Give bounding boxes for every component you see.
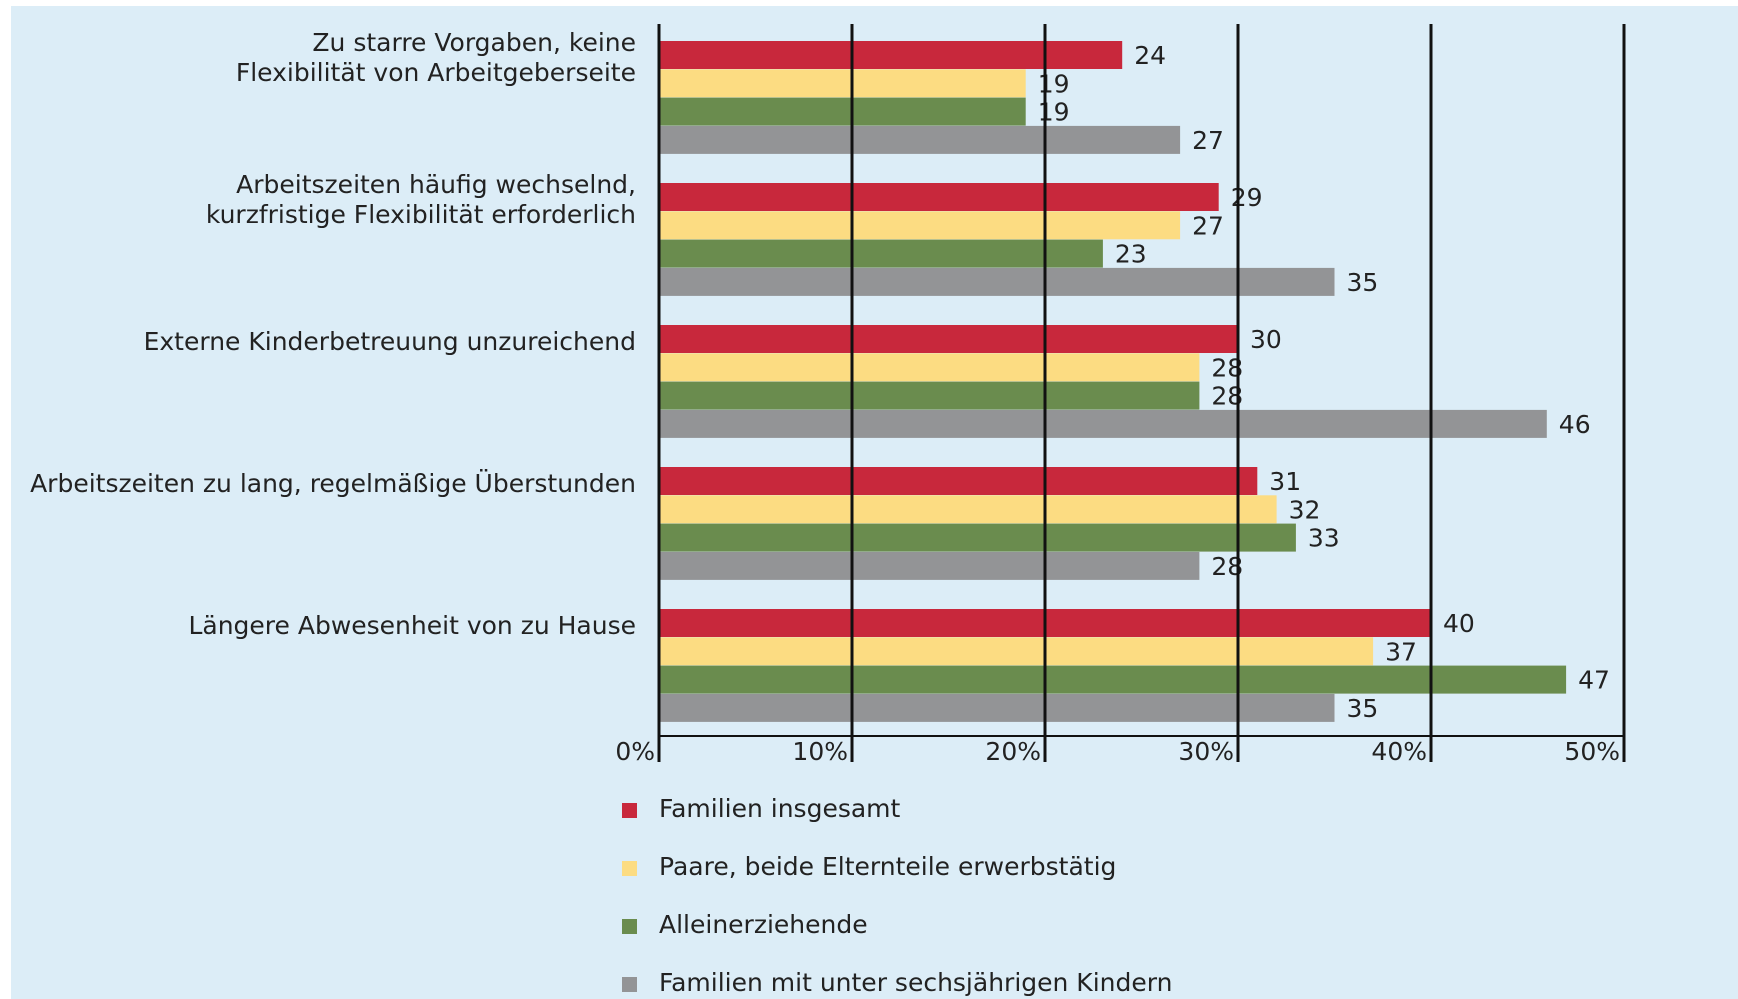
bar xyxy=(659,211,1181,240)
bar xyxy=(659,267,1335,296)
bar xyxy=(659,41,1123,69)
bar xyxy=(659,97,1026,126)
data-label: 35 xyxy=(1347,694,1379,723)
bar xyxy=(659,381,1200,410)
legend-swatch xyxy=(622,861,637,876)
data-label: 19 xyxy=(1038,69,1070,98)
data-label: 19 xyxy=(1038,98,1070,127)
x-tick-label: 50% xyxy=(1564,737,1620,766)
bar xyxy=(659,353,1200,382)
legend-label: Alleinerziehende xyxy=(659,910,868,939)
data-label: 27 xyxy=(1192,126,1224,155)
bar xyxy=(659,239,1103,268)
bar xyxy=(659,665,1567,694)
bar xyxy=(659,467,1258,495)
x-tick-label: 10% xyxy=(792,737,848,766)
bar xyxy=(659,693,1335,722)
bar xyxy=(659,551,1200,580)
bar xyxy=(659,637,1374,666)
data-label: 33 xyxy=(1308,524,1340,553)
legend-label: Familien insgesamt xyxy=(659,794,901,823)
data-label: 29 xyxy=(1231,183,1263,212)
data-label: 31 xyxy=(1269,467,1301,496)
bar xyxy=(659,495,1277,524)
category-label: Arbeitszeiten zu lang, regelmäßige Übers… xyxy=(30,469,636,498)
bar xyxy=(659,325,1238,353)
data-label: 24 xyxy=(1134,41,1166,70)
x-tick-label: 40% xyxy=(1371,737,1427,766)
data-label: 40 xyxy=(1443,609,1475,638)
data-label: 32 xyxy=(1289,495,1321,524)
category-label: Arbeitszeiten häufig wechselnd, kurzfrist… xyxy=(206,170,636,229)
x-tick-label: 30% xyxy=(1178,737,1234,766)
bar xyxy=(659,183,1219,211)
legend-label: Paare, beide Elternteile erwerbstätig xyxy=(659,852,1116,881)
category-label: Längere Abwesenheit von zu Hause xyxy=(188,611,636,640)
data-label: 35 xyxy=(1347,268,1379,297)
category-label: Externe Kinderbetreuung unzureichend xyxy=(144,327,636,356)
data-label: 37 xyxy=(1385,637,1417,666)
x-tick-label: 20% xyxy=(985,737,1041,766)
bar xyxy=(659,125,1181,154)
data-label: 46 xyxy=(1559,410,1591,439)
category-label: Zu starre Vorgaben, keine Flexibilität vo… xyxy=(236,28,636,87)
data-label: 47 xyxy=(1578,666,1610,695)
data-label: 30 xyxy=(1250,325,1282,354)
x-tick-label: 0% xyxy=(615,737,655,766)
bar xyxy=(659,409,1547,438)
legend-swatch xyxy=(622,803,637,818)
legend-label: Familien mit unter sechsjährigen Kindern xyxy=(659,968,1172,997)
data-label: 27 xyxy=(1192,211,1224,240)
bar xyxy=(659,69,1026,98)
legend-swatch xyxy=(622,919,637,934)
legend-swatch xyxy=(622,977,637,992)
bar xyxy=(659,523,1296,552)
data-label: 23 xyxy=(1115,240,1147,269)
